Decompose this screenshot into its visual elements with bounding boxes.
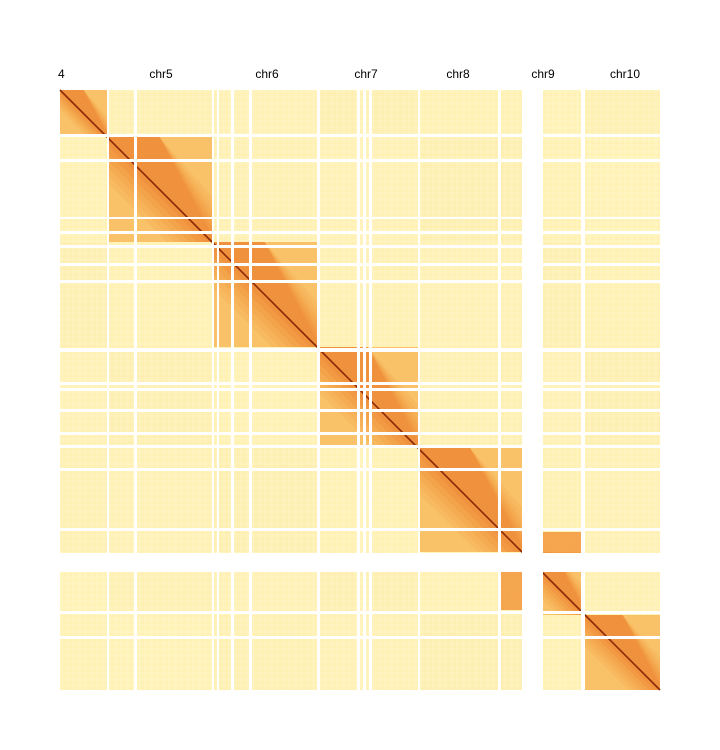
inter-block-4-6 (585, 448, 660, 552)
inter-block-3-6 (585, 347, 660, 448)
inter-block-6-0 (60, 615, 107, 690)
inter-block-2-3 (317, 242, 418, 347)
inter-block-2-0 (60, 242, 107, 347)
hotspot-chr9-upper (543, 532, 581, 553)
gap-col-9 (369, 90, 372, 690)
inter-block-1-3 (317, 137, 418, 242)
chromosome-label-chr6: chr6 (255, 67, 279, 81)
gap-col-8 (363, 90, 366, 690)
gap-col-2 (212, 90, 214, 690)
gap-col-1 (134, 90, 137, 690)
inter-block-3-4 (418, 347, 522, 448)
hotspot-chr9-left (501, 572, 522, 610)
diagonal-line-chr7 (316, 346, 419, 449)
chromosome-label-chr4: 4 (58, 67, 65, 81)
inter-block-6-1 (107, 615, 212, 690)
chromosome-label-row: 4 chr5 chr6 chr7 chr8 chr9 chr10 (58, 67, 640, 81)
gap-col-6 (317, 90, 320, 690)
inter-block-1-2 (212, 137, 317, 242)
inter-block-2-6 (585, 242, 660, 347)
diagonal-line-chr8 (417, 447, 523, 553)
diagonal-line-chr6 (211, 241, 318, 348)
chromosome-label-chr7: chr7 (354, 67, 378, 81)
gap-col-7 (357, 90, 360, 690)
inter-block-3-1 (107, 347, 212, 448)
chromosome-label-chr8: chr8 (446, 67, 470, 81)
inter-block-0-1 (107, 90, 212, 137)
inter-block-3-0 (60, 347, 107, 448)
inter-block-3-2 (212, 347, 317, 448)
inter-block-0-6 (585, 90, 660, 137)
inter-block-2-1 (107, 242, 212, 347)
inter-block-0-4 (418, 90, 522, 137)
inter-block-1-6 (585, 137, 660, 242)
diagonal-line-chr4 (59, 89, 108, 138)
gap-col-11 (498, 90, 501, 690)
inter-block-4-0 (60, 448, 107, 552)
gap-col-5 (249, 90, 252, 690)
chromosome-label-chr5: chr5 (149, 67, 173, 81)
gap-col-3 (217, 90, 219, 690)
inter-block-1-0 (60, 137, 107, 242)
inter-block-4-3 (317, 448, 418, 552)
inter-block-6-4 (418, 615, 522, 690)
heatmap-body (59, 89, 661, 691)
gap-col-4 (231, 90, 234, 690)
inter-block-2-4 (418, 242, 522, 347)
inter-block-1-4 (418, 137, 522, 242)
diagonal-line-chr10 (584, 614, 661, 691)
inter-block-6-3 (317, 615, 418, 690)
inter-block-6-2 (212, 615, 317, 690)
diagonal-line-chr5 (106, 136, 213, 243)
gap-col-0 (107, 90, 109, 690)
chromosome-label-chr9: chr9 (531, 67, 555, 81)
inter-block-0-3 (317, 90, 418, 137)
inter-block-4-2 (212, 448, 317, 552)
chromosome-label-chr10: chr10 (610, 67, 640, 81)
gap-col-10 (418, 90, 420, 690)
gap-col-12 (522, 90, 543, 690)
inter-block-4-1 (107, 448, 212, 552)
inter-block-0-2 (212, 90, 317, 137)
gap-col-13 (581, 90, 585, 690)
